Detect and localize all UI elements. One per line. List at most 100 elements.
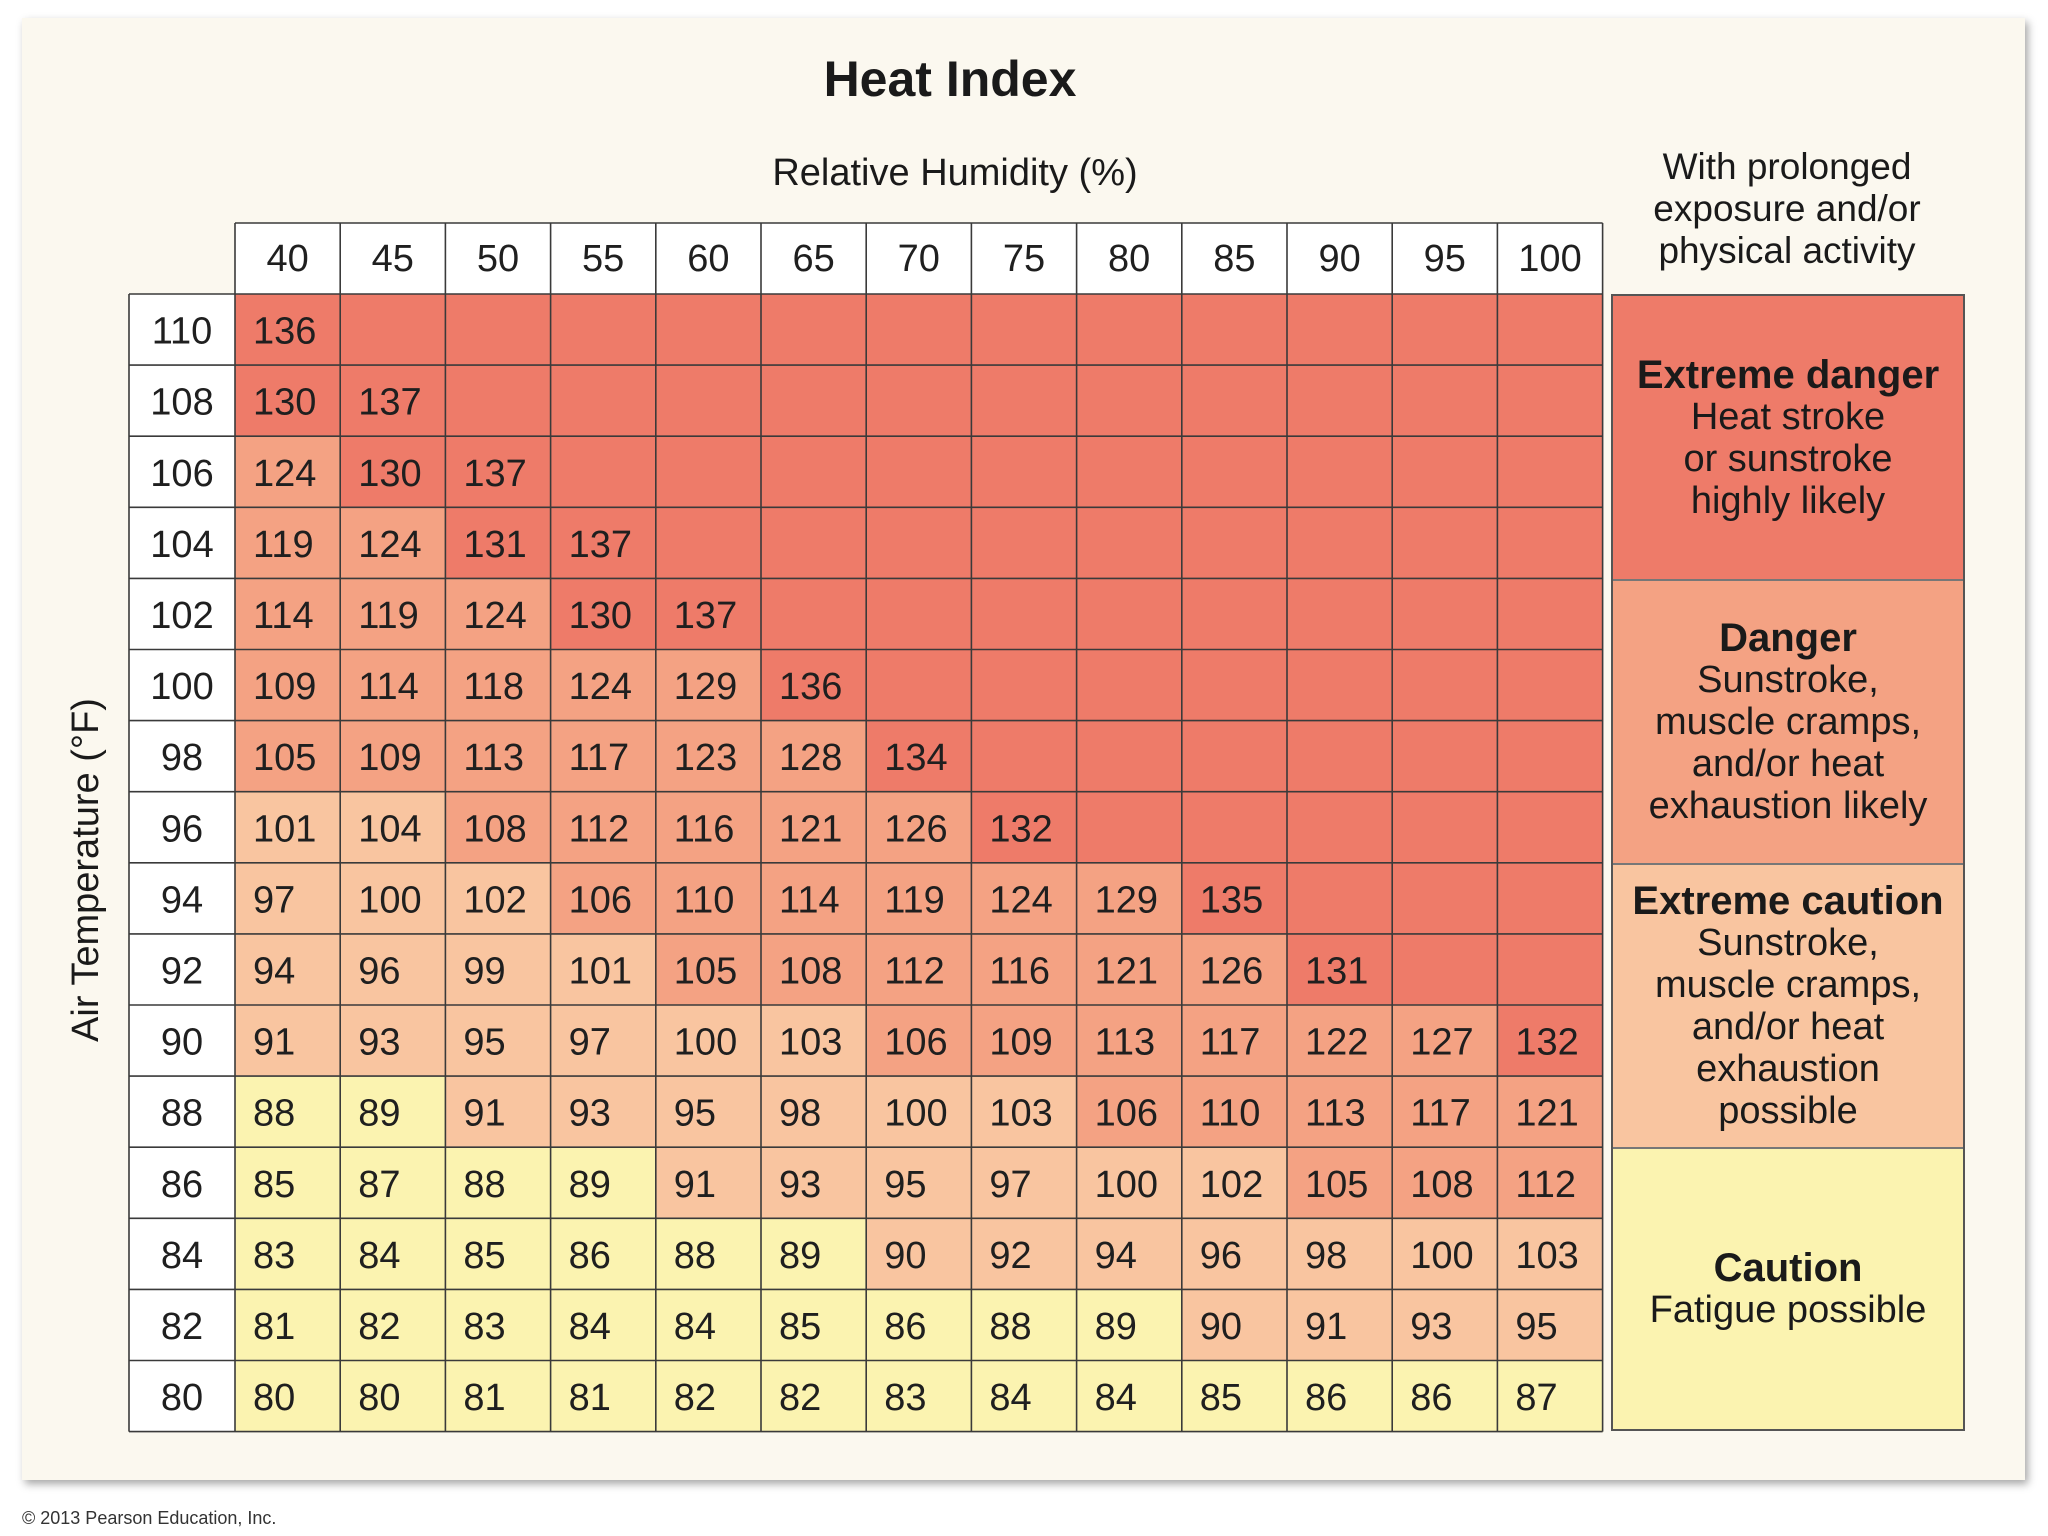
heat-index-cell — [235, 862, 341, 935]
heat-index-value: 134 — [884, 737, 947, 779]
heat-index-value: 88 — [989, 1306, 1031, 1348]
heat-index-cell — [550, 1147, 657, 1219]
heat-index-cell — [1497, 862, 1604, 935]
heat-index-cell — [1181, 720, 1288, 793]
heat-index-cell — [655, 862, 762, 935]
heat-index-cell — [445, 1147, 552, 1219]
heat-index-cell — [1392, 1360, 1498, 1433]
heat-index-value: 106 — [884, 1022, 947, 1064]
heat-index-cell — [445, 649, 552, 722]
temperature-tick-label: 106 — [150, 453, 213, 495]
heat-index-value: 98 — [779, 1093, 821, 1135]
heat-index-value: 137 — [463, 453, 526, 495]
heat-index-cell — [655, 1005, 762, 1077]
heat-index-cell — [235, 791, 341, 864]
heat-index-cell — [1076, 1076, 1183, 1148]
heat-index-cell — [655, 578, 762, 651]
heat-index-cell — [761, 1147, 867, 1219]
heat-index-cell — [1287, 791, 1393, 864]
legend-note: With prolonged exposure and/or physical … — [1653, 146, 1921, 271]
heat-index-value: 102 — [1200, 1164, 1263, 1206]
heat-index-value: 87 — [358, 1164, 400, 1206]
heat-index-value: 91 — [253, 1022, 295, 1064]
heat-index-cell — [1392, 1289, 1498, 1362]
heat-index-cell — [971, 507, 1078, 579]
heat-index-value: 89 — [569, 1164, 611, 1206]
heat-index-value: 84 — [674, 1306, 716, 1348]
heat-index-cell — [866, 1289, 972, 1362]
heat-index-cell — [761, 365, 867, 437]
heat-index-cell — [866, 1147, 972, 1219]
heat-index-value: 101 — [253, 808, 316, 850]
heat-index-value: 82 — [358, 1306, 400, 1348]
legend-category-heading: Danger — [1719, 616, 1857, 660]
heat-index-value: 114 — [358, 666, 419, 708]
heat-index-value: 117 — [1410, 1093, 1471, 1135]
heat-index-cell — [550, 365, 657, 437]
heat-index-value: 91 — [1305, 1306, 1347, 1348]
heat-index-value: 100 — [1410, 1235, 1473, 1277]
heat-index-cell — [550, 294, 657, 366]
humidity-tick-label: 90 — [1318, 238, 1360, 280]
heat-index-cell — [235, 1147, 341, 1219]
legend-category-heading: Extreme danger — [1636, 352, 1940, 397]
heat-index-value: 112 — [1515, 1164, 1576, 1206]
heat-index-cell — [971, 436, 1078, 508]
heat-index-cell — [1392, 436, 1498, 508]
heat-index-cell — [1497, 1289, 1604, 1362]
heat-index-cell — [1287, 933, 1393, 1006]
heat-index-cell — [340, 578, 446, 651]
humidity-tick-label: 40 — [266, 238, 308, 280]
heat-index-cell — [655, 1147, 762, 1219]
legend-category-description: Heat stroke or sunstroke highly likely — [1683, 395, 1893, 522]
heat-index-value: 84 — [358, 1235, 400, 1277]
temperature-tick-label: 90 — [161, 1022, 203, 1064]
heat-index-cell — [1287, 1147, 1393, 1219]
copyright-notice: © 2013 Pearson Education, Inc. — [22, 1508, 277, 1528]
heat-index-value: 124 — [358, 524, 421, 566]
heat-index-cell — [971, 1005, 1078, 1077]
humidity-tick-label: 45 — [372, 238, 414, 280]
humidity-tick-label: 85 — [1213, 238, 1255, 280]
heat-index-cell — [971, 862, 1078, 935]
heat-index-value: 114 — [253, 595, 314, 637]
heat-index-cell — [1497, 791, 1604, 864]
heat-index-cell — [445, 1360, 552, 1433]
heat-index-value: 137 — [569, 524, 632, 566]
heat-index-cell — [340, 436, 446, 508]
heat-index-cell — [445, 1289, 552, 1362]
heat-index-value: 96 — [358, 950, 400, 992]
heat-index-value: 87 — [1515, 1377, 1557, 1419]
heat-index-cell — [971, 933, 1078, 1006]
heat-index-cell — [340, 720, 446, 793]
heat-index-cell — [340, 933, 446, 1006]
heat-index-value: 102 — [463, 879, 526, 921]
heat-index-value: 130 — [358, 453, 421, 495]
heat-index-cell — [550, 1218, 657, 1290]
humidity-tick-label: 55 — [582, 238, 624, 280]
heat-index-cell — [340, 294, 446, 366]
heat-index-cell — [1076, 578, 1183, 651]
heat-index-cell — [1181, 1360, 1288, 1433]
heat-index-cell — [1497, 933, 1604, 1006]
heat-index-value: 93 — [358, 1022, 400, 1064]
heat-index-cell — [1497, 1076, 1604, 1148]
temperature-tick-label: 104 — [150, 524, 213, 566]
heat-index-cell — [1392, 1218, 1498, 1290]
heat-index-value: 122 — [1305, 1022, 1368, 1064]
heat-index-cell — [761, 1360, 867, 1433]
heat-index-cell — [1287, 1005, 1393, 1077]
heat-index-cell — [235, 933, 341, 1006]
heat-index-value: 105 — [674, 950, 737, 992]
heat-index-cell — [235, 1289, 341, 1362]
heat-index-value: 135 — [1200, 879, 1263, 921]
heat-index-cell — [445, 720, 552, 793]
heat-index-cell — [550, 720, 657, 793]
chart-title: Heat Index — [823, 51, 1077, 107]
heat-index-cell — [1392, 294, 1498, 366]
humidity-tick-label: 100 — [1518, 238, 1581, 280]
heat-index-cell — [445, 1076, 552, 1148]
heat-index-cell — [1497, 1218, 1604, 1290]
heat-index-value: 116 — [989, 950, 1050, 992]
temperature-tick-label: 82 — [161, 1306, 203, 1348]
